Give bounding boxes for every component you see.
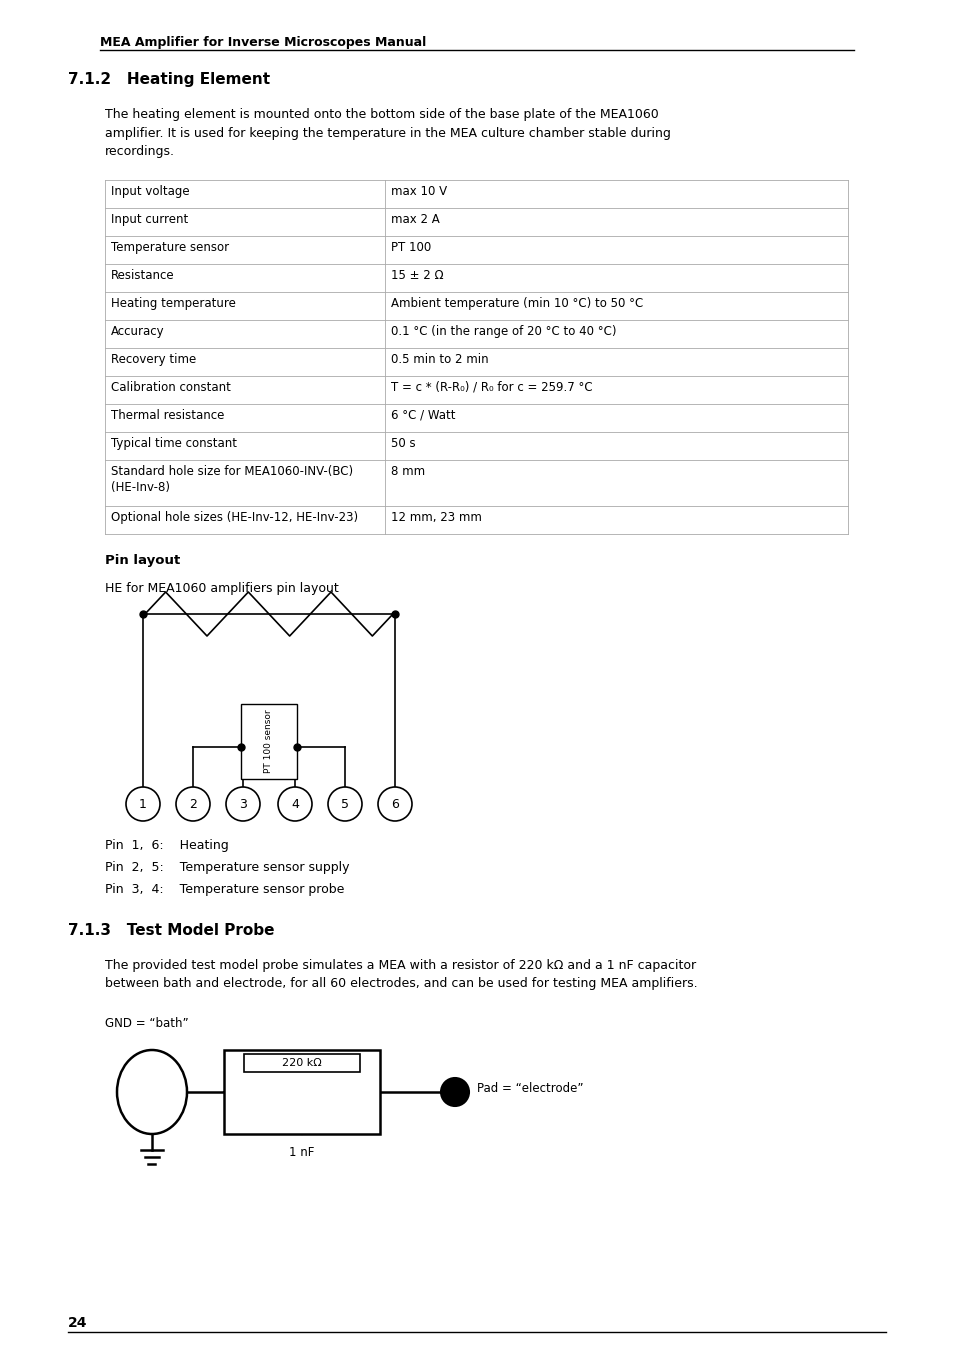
- Text: Input voltage: Input voltage: [111, 185, 190, 198]
- Circle shape: [328, 787, 361, 821]
- Text: Calibration constant: Calibration constant: [111, 381, 231, 394]
- Text: max 2 A: max 2 A: [391, 213, 439, 225]
- Text: Input current: Input current: [111, 213, 188, 225]
- Text: Optional hole sizes (HE-Inv-12, HE-Inv-23): Optional hole sizes (HE-Inv-12, HE-Inv-2…: [111, 512, 357, 524]
- Text: Pin  2,  5:    Temperature sensor supply: Pin 2, 5: Temperature sensor supply: [105, 861, 349, 873]
- Text: 15 ± 2 Ω: 15 ± 2 Ω: [391, 269, 443, 282]
- Text: 8 mm: 8 mm: [391, 464, 425, 478]
- Text: The heating element is mounted onto the bottom side of the base plate of the MEA: The heating element is mounted onto the …: [105, 108, 670, 158]
- Text: 2: 2: [189, 798, 196, 810]
- Text: 12 mm, 23 mm: 12 mm, 23 mm: [391, 512, 481, 524]
- Text: The provided test model probe simulates a MEA with a resistor of 220 kΩ and a 1 : The provided test model probe simulates …: [105, 958, 697, 991]
- Circle shape: [377, 787, 412, 821]
- Text: Thermal resistance: Thermal resistance: [111, 409, 224, 423]
- Text: Recovery time: Recovery time: [111, 352, 196, 366]
- Text: 3: 3: [239, 798, 247, 810]
- Text: GND = “bath”: GND = “bath”: [105, 1017, 189, 1030]
- Text: Heating temperature: Heating temperature: [111, 297, 235, 310]
- Ellipse shape: [117, 1050, 187, 1134]
- Text: HE for MEA1060 amplifiers pin layout: HE for MEA1060 amplifiers pin layout: [105, 582, 338, 595]
- Circle shape: [440, 1079, 469, 1106]
- Bar: [244, 1054, 359, 1072]
- Text: 6: 6: [391, 798, 398, 810]
- Circle shape: [175, 787, 210, 821]
- Text: 0.1 °C (in the range of 20 °C to 40 °C): 0.1 °C (in the range of 20 °C to 40 °C): [391, 325, 616, 338]
- Text: 7.1.2   Heating Element: 7.1.2 Heating Element: [68, 72, 270, 86]
- Text: 50 s: 50 s: [391, 437, 416, 450]
- Text: Pin  3,  4:    Temperature sensor probe: Pin 3, 4: Temperature sensor probe: [105, 883, 344, 896]
- Text: 1: 1: [139, 798, 147, 810]
- Text: Accuracy: Accuracy: [111, 325, 165, 338]
- Text: (HE-Inv-8): (HE-Inv-8): [111, 481, 170, 494]
- Text: Pad = “electrode”: Pad = “electrode”: [476, 1081, 583, 1095]
- Circle shape: [277, 787, 312, 821]
- Bar: [241, 703, 296, 779]
- Text: 7.1.3   Test Model Probe: 7.1.3 Test Model Probe: [68, 923, 274, 938]
- Text: 24: 24: [68, 1316, 88, 1330]
- Text: 1 nF: 1 nF: [289, 1146, 314, 1160]
- Text: T = c * (R-R₀) / R₀ for c = 259.7 °C: T = c * (R-R₀) / R₀ for c = 259.7 °C: [391, 381, 592, 394]
- Text: 220 kΩ: 220 kΩ: [282, 1058, 321, 1068]
- Text: PT 100 sensor: PT 100 sensor: [264, 710, 274, 774]
- Text: PT 100: PT 100: [391, 242, 431, 254]
- Bar: [224, 1050, 379, 1134]
- Text: 6 °C / Watt: 6 °C / Watt: [391, 409, 455, 423]
- Text: Pin  1,  6:    Heating: Pin 1, 6: Heating: [105, 838, 229, 852]
- Text: Typical time constant: Typical time constant: [111, 437, 236, 450]
- Text: Ambient temperature (min 10 °C) to 50 °C: Ambient temperature (min 10 °C) to 50 °C: [391, 297, 642, 310]
- Text: Resistance: Resistance: [111, 269, 174, 282]
- Text: Pin layout: Pin layout: [105, 554, 180, 567]
- Text: 5: 5: [340, 798, 349, 810]
- Text: max 10 V: max 10 V: [391, 185, 447, 198]
- Text: 0.5 min to 2 min: 0.5 min to 2 min: [391, 352, 488, 366]
- Circle shape: [226, 787, 260, 821]
- Text: Standard hole size for MEA1060-INV-(BC): Standard hole size for MEA1060-INV-(BC): [111, 464, 353, 478]
- Text: 4: 4: [291, 798, 298, 810]
- Text: MEA Amplifier for Inverse Microscopes Manual: MEA Amplifier for Inverse Microscopes Ma…: [100, 36, 426, 49]
- Text: Temperature sensor: Temperature sensor: [111, 242, 229, 254]
- Circle shape: [126, 787, 160, 821]
